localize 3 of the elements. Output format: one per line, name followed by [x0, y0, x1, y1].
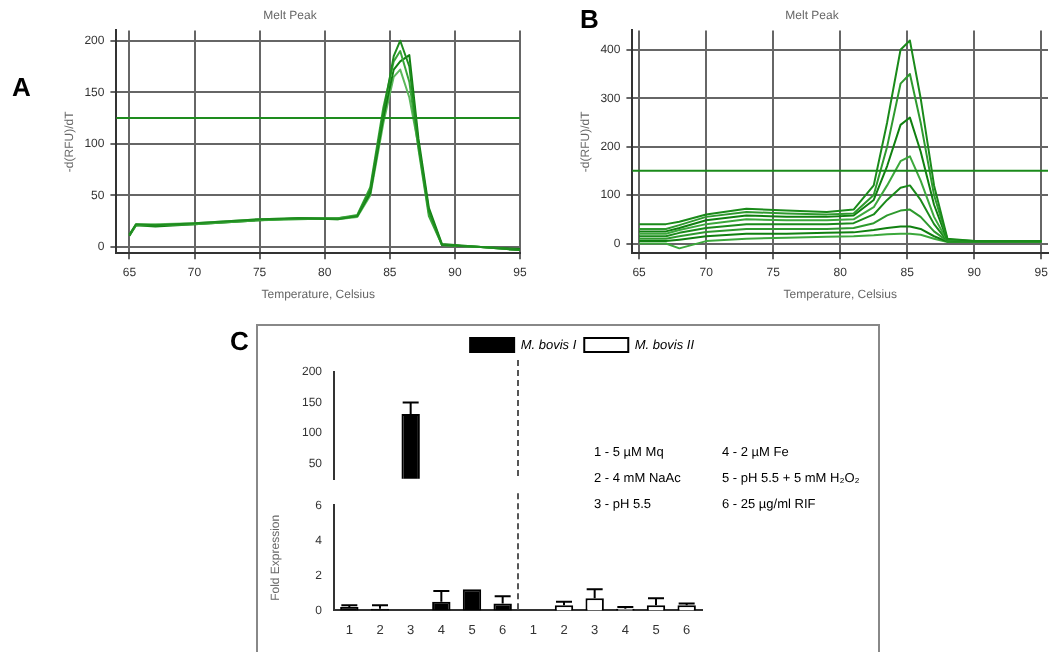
text: B: [580, 4, 599, 34]
text: C: [230, 326, 249, 356]
text: A: [12, 72, 31, 102]
